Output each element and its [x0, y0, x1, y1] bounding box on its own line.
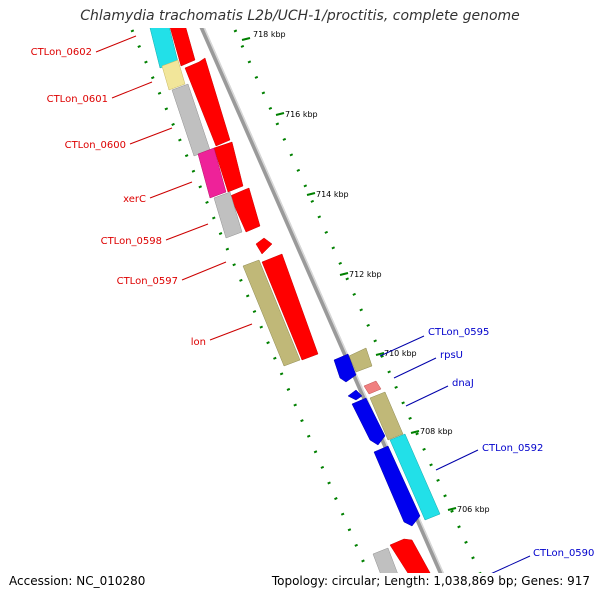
right-gene-labels: CTLon_0595 rpsU dnaJ CTLon_0592 CTLon_05…	[428, 327, 594, 559]
gene-box-rpsU	[363, 380, 382, 395]
gene-box-lon	[242, 259, 301, 367]
tick-label-708: 708 kbp	[420, 427, 453, 436]
tick-label-718: 718 kbp	[253, 30, 286, 39]
reverse-blue-arrows	[333, 353, 460, 600]
leader-0600	[129, 127, 173, 145]
gene-label-0602[interactable]: CTLon_0602	[31, 47, 92, 58]
gene-box-0590	[372, 547, 398, 573]
gene-arrow-0600	[213, 141, 244, 193]
leader-dnaJ	[405, 385, 449, 407]
leader-0590	[491, 555, 531, 573]
genome-title: Chlamydia trachomatis L2b/UCH-1/proctiti…	[80, 8, 520, 24]
tick-mark-706	[447, 507, 457, 511]
tick-label-706: 706 kbp	[457, 505, 490, 514]
tick-mark-712	[339, 272, 349, 276]
ruler-ticks	[241, 37, 457, 511]
gene-arrow-0598	[255, 237, 273, 255]
left-leader-lines	[95, 35, 253, 341]
tick-label-714: 714 kbp	[316, 190, 349, 199]
tick-mark-710	[375, 352, 385, 356]
gene-label-0601[interactable]: CTLon_0601	[47, 94, 108, 105]
tick-mark-708	[410, 430, 420, 434]
gene-label-0590[interactable]: CTLon_0590	[533, 548, 594, 559]
tick-mark-718	[241, 37, 251, 41]
gene-box-0598	[213, 191, 243, 239]
left-gene-labels: CTLon_0602 CTLon_0601 CTLon_0600 xerC CT…	[31, 47, 206, 348]
gene-label-rpsU[interactable]: rpsU	[440, 350, 463, 361]
right-leader-lines	[379, 335, 531, 573]
gene-box-dnaJ	[369, 391, 404, 441]
gene-label-0595[interactable]: CTLon_0595	[428, 327, 489, 338]
accession-text: Accession: NC_010280	[9, 574, 146, 588]
gene-label-lon[interactable]: lon	[191, 337, 206, 348]
gene-label-0592[interactable]: CTLon_0592	[482, 443, 543, 454]
genome-summary-text: Topology: circular; Length: 1,038,869 bp…	[271, 574, 590, 588]
gene-arrow-0602	[170, 28, 196, 67]
gene-box-0601	[161, 59, 186, 91]
leader-0597	[181, 261, 227, 281]
gene-arrow-dnaJ	[351, 397, 386, 446]
leader-0595	[379, 335, 425, 357]
tick-mark-716	[275, 112, 285, 116]
gene-label-0597[interactable]: CTLon_0597	[117, 276, 178, 287]
tick-label-712: 712 kbp	[349, 270, 382, 279]
leader-lon	[209, 323, 253, 341]
gene-label-0598[interactable]: CTLon_0598	[101, 236, 162, 247]
forward-strand-genes	[170, 28, 431, 573]
reverse-guide-line	[130, 29, 370, 573]
leader-0592	[435, 449, 479, 471]
gene-label-dnaJ[interactable]: dnaJ	[452, 378, 474, 389]
leader-0601	[111, 81, 153, 99]
ruler-tick-labels: 718 kbp 716 kbp 714 kbp 712 kbp 710 kbp …	[253, 30, 490, 514]
tick-mark-714	[306, 192, 316, 196]
gene-label-0600[interactable]: CTLon_0600	[65, 140, 126, 151]
leader-0598	[165, 223, 209, 241]
gene-arrow-0594	[333, 353, 357, 383]
gene-box-0602	[149, 28, 179, 69]
gene-arrow-0590	[440, 586, 460, 600]
gene-box-xerC	[197, 147, 227, 199]
tick-label-716: 716 kbp	[285, 110, 318, 119]
tick-label-710: 710 kbp	[384, 349, 417, 358]
gene-box-0595	[348, 347, 373, 373]
gene-arrow-lon	[261, 253, 319, 361]
reverse-strand-genes	[149, 28, 441, 573]
leader-xerC	[149, 181, 193, 199]
gene-arrow-xerC	[229, 187, 261, 233]
gene-box-0592	[389, 433, 441, 521]
gene-label-xerC[interactable]: xerC	[123, 194, 146, 205]
gene-arrow-0592	[373, 445, 421, 527]
leader-rpsU	[393, 357, 437, 379]
gene-arrow-0589	[389, 538, 431, 573]
gene-arrow-rpsU	[347, 389, 363, 401]
leader-0602	[95, 35, 137, 53]
gene-arrow-0601	[184, 57, 231, 147]
